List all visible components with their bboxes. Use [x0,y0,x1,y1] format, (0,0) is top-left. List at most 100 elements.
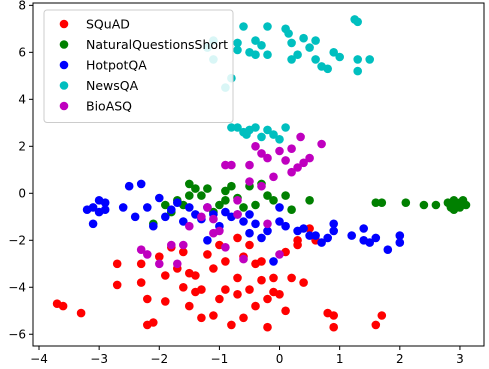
y-tick-label-2: −2 [8,233,26,247]
point-hotpotqa-41 [317,238,326,247]
point-hotpotqa-28 [245,228,254,238]
point-squad-5 [136,259,146,269]
legend-marker-newsqa [59,81,69,90]
point-squad-35 [239,313,248,323]
point-hotpotqa-53 [203,236,212,245]
point-squad-7 [143,294,152,304]
x-tick-label-5: 1 [336,352,344,366]
point-newsqa-12 [263,22,272,31]
point-newsqa-13 [263,50,272,59]
point-hotpotqa-7 [118,203,128,212]
point-naturalquestionsshort-16 [239,203,248,212]
point-hotpotqa-10 [136,179,146,189]
point-hotpotqa-1 [88,203,98,212]
point-hotpotqa-36 [281,221,290,231]
y-tick-label-6: 6 [18,45,26,59]
point-squad-51 [293,236,302,245]
point-newsqa-28 [353,17,363,27]
point-bioasq-18 [257,149,266,158]
point-bioasq-19 [257,181,266,191]
point-newsqa-32 [227,123,236,132]
point-squad-3 [112,259,122,269]
x-tick-label-6: 2 [396,352,404,366]
point-bioasq-5 [185,221,194,231]
point-squad-53 [305,224,314,233]
point-naturalquestionsshort-1 [161,200,170,210]
point-squad-27 [215,294,224,304]
point-naturalquestionsshort-5 [185,191,194,200]
point-newsqa-42 [242,130,251,139]
point-hotpotqa-46 [359,224,369,233]
legend-marker-hotpotqa [59,60,69,70]
point-naturalquestionsshort-22 [281,191,290,200]
legend-marker-naturalquestionsshort [59,40,69,49]
point-squad-1 [58,301,68,311]
point-hotpotqa-30 [251,219,260,229]
legend-label-newsqa: NewsQA [86,78,139,93]
point-bioasq-2 [155,259,164,269]
point-naturalquestionsshort-29 [431,200,441,210]
point-squad-49 [287,273,296,283]
legend-marker-bioasq [59,101,69,111]
point-squad-36 [245,285,254,294]
point-naturalquestionsshort-18 [251,200,260,210]
point-squad-46 [275,290,284,299]
point-squad-58 [371,320,381,330]
point-squad-15 [179,247,188,257]
point-bioasq-26 [287,167,296,177]
point-naturalquestionsshort-11 [215,200,224,210]
point-bioasq-33 [173,259,182,269]
point-bioasq-6 [197,212,206,222]
point-hotpotqa-34 [275,217,284,226]
point-bioasq-32 [317,139,326,149]
point-bioasq-10 [221,160,230,170]
point-hotpotqa-44 [329,226,339,236]
point-naturalquestionsshort-23 [287,205,296,214]
point-bioasq-3 [167,240,176,250]
ticks-layer: −4 −3 −2 −1 0 1 2 3 −6 −4 −2 0 2 4 6 8 [8,0,463,366]
point-bioasq-15 [245,177,254,186]
point-newsqa-9 [251,36,260,45]
point-newsqa-18 [293,50,302,59]
point-bioasq-20 [263,153,272,163]
point-squad-23 [203,250,212,259]
point-bioasq-30 [299,158,308,168]
point-naturalquestionsshort-24 [305,196,314,205]
point-hotpotqa-11 [143,203,152,212]
point-hotpotqa-39 [305,231,314,240]
point-newsqa-5 [233,45,242,55]
point-bioasq-16 [245,160,254,170]
points-layer [52,15,471,332]
point-hotpotqa-27 [239,217,248,226]
point-naturalquestionsshort-21 [269,196,278,205]
point-bioasq-29 [296,132,305,142]
point-squad-44 [269,273,278,283]
point-hotpotqa-18 [185,203,194,212]
point-naturalquestionsshort-13 [221,186,230,196]
point-hotpotqa-14 [161,212,170,222]
point-newsqa-15 [284,29,293,38]
y-tick-label-1: −4 [8,280,26,294]
point-newsqa-6 [233,38,242,48]
point-hotpotqa-51 [395,238,405,247]
point-bioasq-28 [293,163,302,172]
point-hotpotqa-2 [88,219,98,229]
point-naturalquestionsshort-14 [227,181,236,191]
point-newsqa-22 [311,55,320,64]
point-hotpotqa-35 [275,203,284,212]
x-tick-label-4: 0 [276,352,284,366]
point-newsqa-16 [287,38,296,48]
point-bioasq-0 [136,245,146,254]
point-hotpotqa-12 [149,221,158,231]
point-bioasq-35 [233,196,242,205]
point-hotpotqa-13 [155,193,164,203]
point-hotpotqa-9 [130,212,140,222]
point-bioasq-22 [269,172,278,182]
y-tick-label-0: −6 [8,327,26,341]
point-squad-57 [329,322,339,332]
point-hotpotqa-50 [383,245,393,254]
point-squad-25 [209,264,218,273]
point-bioasq-11 [221,243,230,252]
point-squad-42 [263,322,272,332]
point-squad-30 [227,320,236,330]
